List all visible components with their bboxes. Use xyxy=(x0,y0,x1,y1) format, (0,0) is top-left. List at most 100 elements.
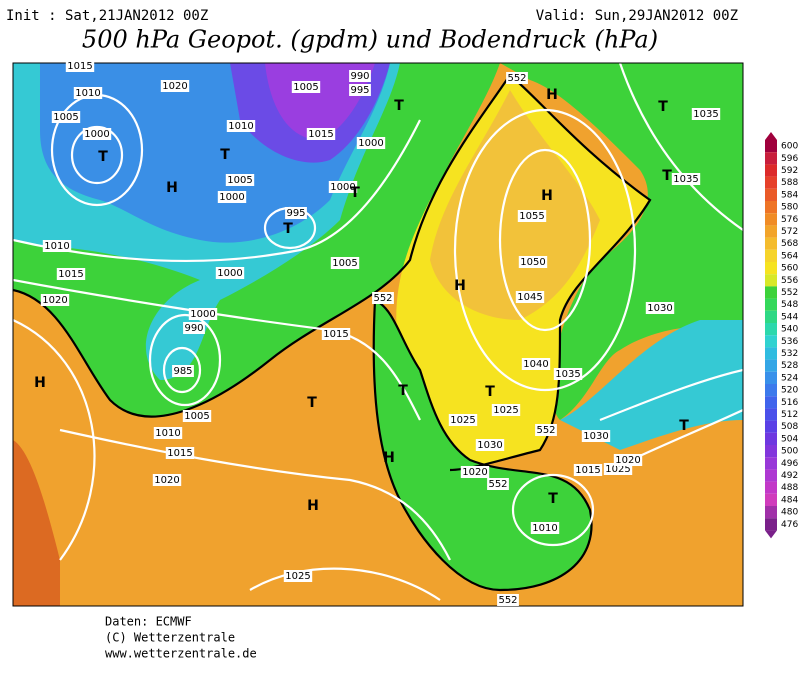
label-box xyxy=(515,291,545,303)
label-box xyxy=(182,410,212,422)
isobar-label: 995 xyxy=(286,208,305,219)
isobar-label: 990 xyxy=(184,323,203,334)
label-box xyxy=(42,240,72,252)
isobar-label: 1010 xyxy=(44,241,69,252)
label-box xyxy=(283,570,313,582)
pressure-center: T xyxy=(398,383,408,399)
label-box xyxy=(330,257,360,269)
colorbar-swatch xyxy=(765,493,777,506)
colorbar-label: 572 xyxy=(781,227,798,237)
colorbar-label: 536 xyxy=(781,337,798,347)
colorbar-label: 600 xyxy=(781,142,798,152)
label-box xyxy=(183,322,205,334)
colorbar-swatch xyxy=(765,310,777,323)
label-box xyxy=(152,474,182,486)
label-box xyxy=(217,191,247,203)
colorbar-label: 480 xyxy=(781,508,798,518)
colorbar-swatch xyxy=(765,445,777,458)
colorbar-label: 496 xyxy=(781,459,798,469)
isobar-label: 1025 xyxy=(450,415,475,426)
colorbar-swatch xyxy=(765,432,777,445)
isobar-label: 1025 xyxy=(605,464,630,475)
colorbar-swatch xyxy=(765,347,777,360)
pressure-center: T xyxy=(548,491,558,507)
colorbar-swatch xyxy=(765,249,777,262)
label-box xyxy=(226,120,256,132)
pressure-center: H xyxy=(454,278,466,294)
colorbar-swatch xyxy=(765,262,777,275)
label-box xyxy=(65,60,95,72)
isobar-label: 1015 xyxy=(575,465,600,476)
label-box xyxy=(530,522,560,534)
pressure-center: T xyxy=(658,99,668,115)
isobar-label: 552 xyxy=(373,293,392,304)
pressure-center: T xyxy=(394,98,404,114)
colorbar-swatch xyxy=(765,457,777,470)
label-box xyxy=(645,302,675,314)
colorbar-label: 484 xyxy=(781,495,798,505)
colorbar-label: 512 xyxy=(781,410,798,420)
isobar-label: 1015 xyxy=(323,329,348,340)
colorbar-label: 564 xyxy=(781,251,798,261)
pressure-center: T xyxy=(307,395,317,411)
colorbar-swatch xyxy=(765,335,777,348)
pressure-center: H xyxy=(541,188,553,204)
label-box xyxy=(73,87,103,99)
label-box xyxy=(225,174,255,186)
label-box xyxy=(506,72,528,84)
colorbar-label: 476 xyxy=(781,520,798,530)
label-box xyxy=(285,207,307,219)
colorbar-tip xyxy=(765,132,777,140)
init-text: Init : Sat,21JAN2012 00Z xyxy=(6,8,208,24)
isobar-label: 1055 xyxy=(519,211,544,222)
colorbar-swatch xyxy=(765,371,777,384)
colorbar-swatch xyxy=(765,298,777,311)
label-box xyxy=(328,181,358,193)
colorbar-swatch xyxy=(765,188,777,201)
colorbar-tip xyxy=(765,530,777,539)
isobar-label: 1010 xyxy=(155,428,180,439)
colorbar-swatch xyxy=(765,225,777,238)
isobar-label: 1020 xyxy=(42,295,67,306)
colorbar-swatch xyxy=(765,274,777,287)
label-box xyxy=(613,454,643,466)
colorbar-swatch xyxy=(765,152,777,165)
colorbar-label: 552 xyxy=(781,288,798,298)
isobar-label: 1005 xyxy=(332,258,357,269)
isobar-label: 1050 xyxy=(520,257,545,268)
colorbar-swatch xyxy=(765,201,777,214)
label-box xyxy=(448,414,478,426)
label-box xyxy=(573,464,603,476)
isobar-label: 1010 xyxy=(532,523,557,534)
colorbar-swatch xyxy=(765,408,777,421)
colorbar-swatch xyxy=(765,323,777,336)
label-box xyxy=(521,358,551,370)
isobar-label: 1000 xyxy=(84,129,109,140)
colorbar-swatch xyxy=(765,506,777,519)
label-box xyxy=(475,439,505,451)
isobar-label: 1000 xyxy=(217,268,242,279)
label-box xyxy=(82,128,112,140)
label-box xyxy=(349,70,371,82)
isobar-label: 1035 xyxy=(555,369,580,380)
pressure-center: H xyxy=(546,87,558,103)
isobar-label: 1020 xyxy=(154,475,179,486)
isobars xyxy=(13,63,743,601)
isobar-label: 1035 xyxy=(673,174,698,185)
colorbar-swatch xyxy=(765,359,777,372)
isobar-label: 1040 xyxy=(523,359,548,370)
isobar-label: 1000 xyxy=(190,309,215,320)
label-box xyxy=(188,308,218,320)
label-box xyxy=(40,294,70,306)
colorbar-label: 520 xyxy=(781,386,798,396)
ridge-core xyxy=(430,90,600,320)
isobar-label: 1020 xyxy=(615,455,640,466)
contour-552 xyxy=(13,74,652,592)
isobar-label: 552 xyxy=(498,595,517,606)
pressure-center: H xyxy=(383,450,395,466)
label-box xyxy=(356,137,386,149)
isobar-label: 1015 xyxy=(67,61,92,72)
label-box xyxy=(671,173,701,185)
pressure-center: H xyxy=(307,498,319,514)
isobar-label: 1010 xyxy=(75,88,100,99)
